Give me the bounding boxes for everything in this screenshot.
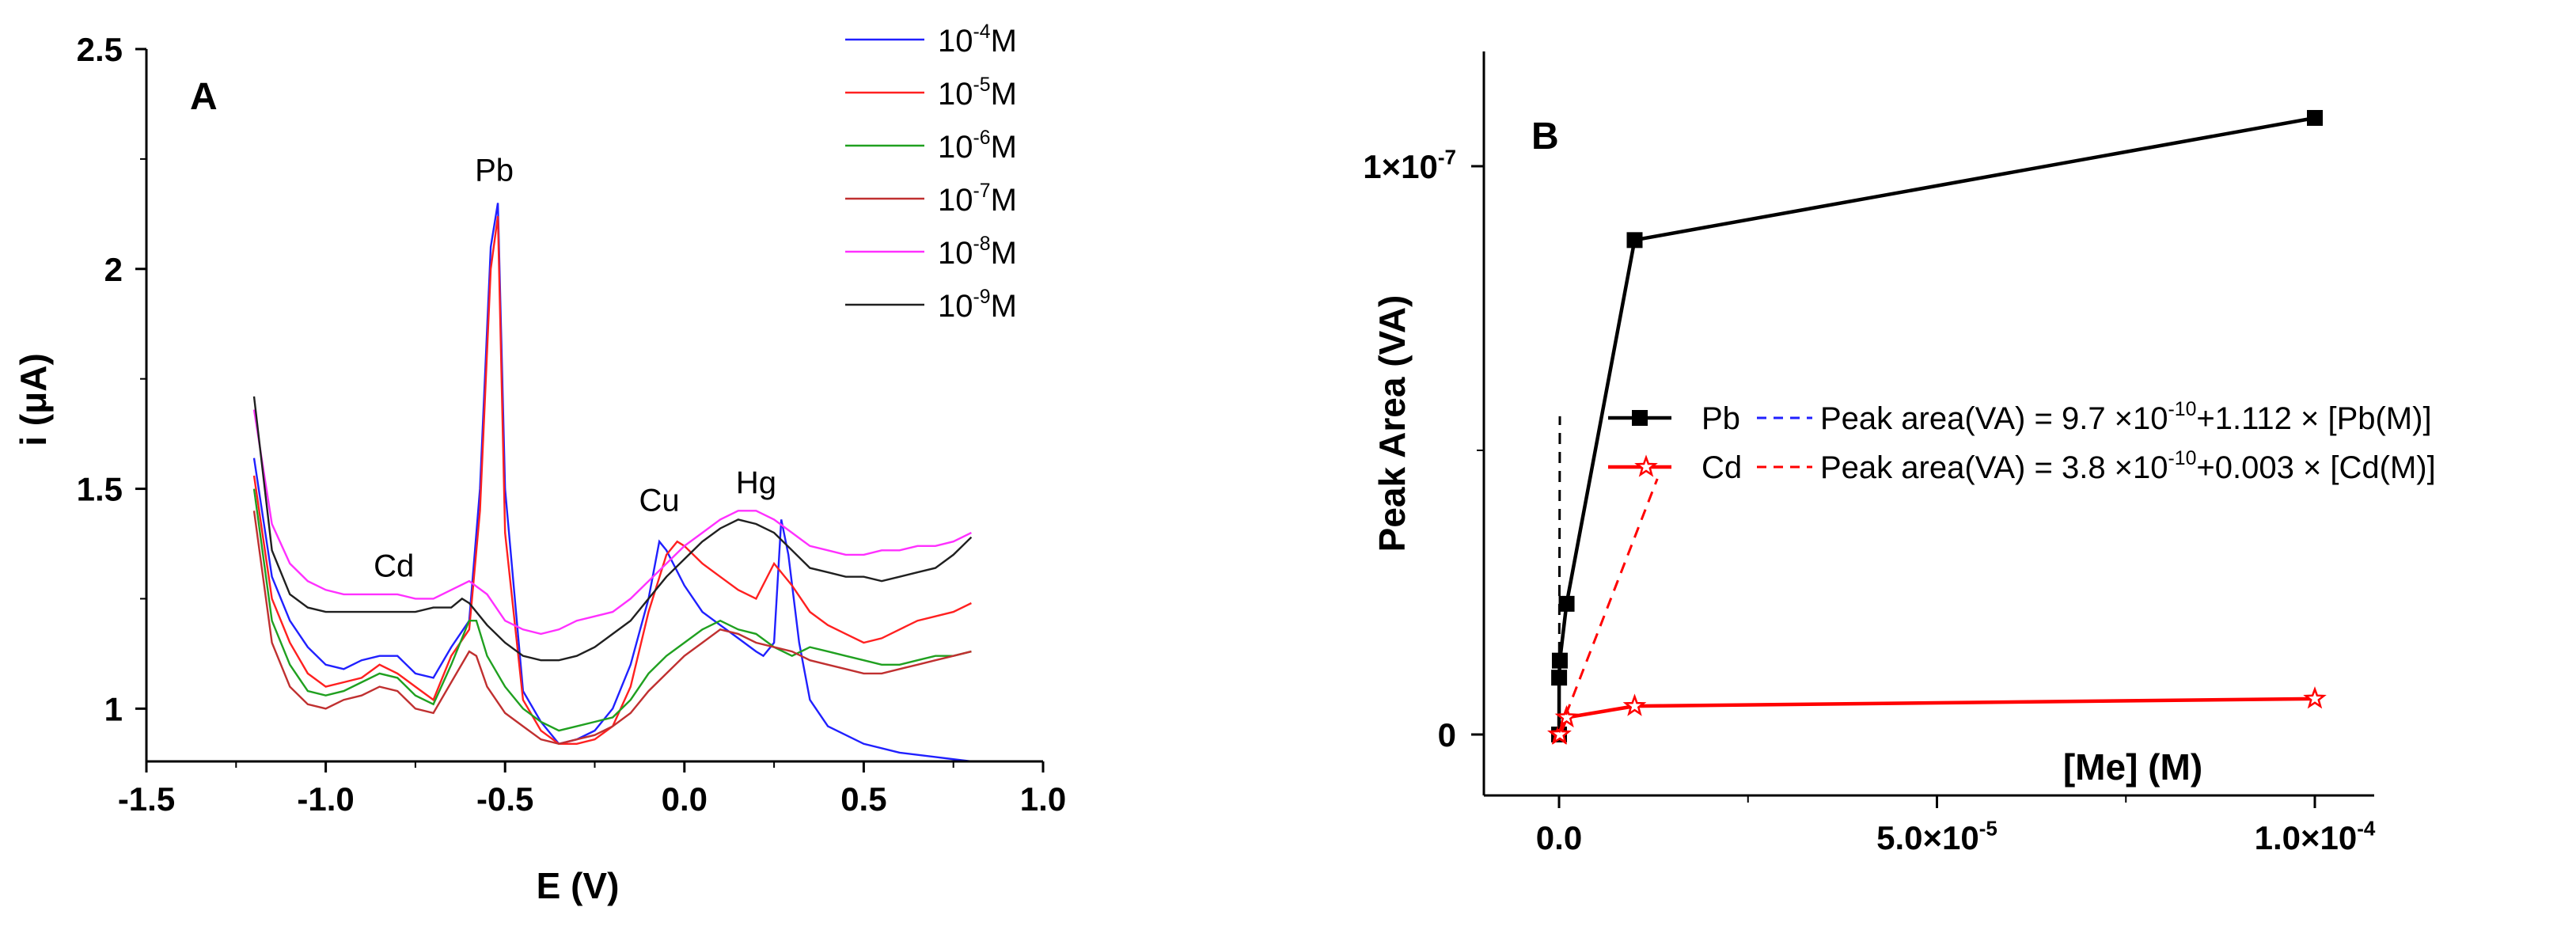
panel-a-x-tick-label: -1.5 (118, 780, 175, 818)
panel-b-legend-series-name: Pb (1702, 401, 1740, 436)
panel-a-y-tick-label: 1.5 (77, 471, 123, 508)
panel-a-legend-label: 10-9M (938, 287, 1017, 324)
panel-a-annotation-pb: Pb (475, 154, 514, 188)
panel-a-legend: 10-4M 10-5M 10-6M 10-7M 10-8M 10-9M (845, 21, 1017, 324)
panel-b-point-pb (1558, 595, 1575, 612)
panel-a-letter: A (190, 76, 218, 118)
panel-b-legend-fit-equation: Peak area(VA) = 3.8 ×10-10+0.003 × [Cd(M… (1820, 448, 2436, 485)
panel-a-x-label: E (V) (537, 865, 620, 906)
panel-a-legend-label: 10-4M (938, 21, 1017, 59)
panel-a-series-line-10-6M (252, 488, 972, 732)
panel-b-point-cd (2303, 686, 2327, 709)
panel-a-annotation-cd: Cd (374, 549, 414, 584)
panel-a-series-line-10-5M (252, 215, 972, 745)
panel-b-legend-marker (1634, 454, 1658, 477)
panel-b-legend-marker (1632, 410, 1648, 426)
panel-b-point-pb (1626, 232, 1643, 249)
panel-b-y-tick-label: 0 (1438, 716, 1456, 753)
panel-a-annotation-hg: Hg (736, 465, 776, 500)
panel-a-series-line-10-9M (252, 396, 973, 662)
panel-b-series-line-cd-fit (1557, 478, 1659, 733)
panel-a-legend-label: 10-7M (938, 180, 1017, 218)
panel-a-y-tick-label: 2 (104, 251, 123, 288)
panel-b-point-cd (1554, 704, 1579, 728)
panel-a-annotation-cu: Cu (639, 483, 680, 518)
panel-b-letter: B (1531, 116, 1559, 158)
panel-b-point-pb (2307, 109, 2323, 126)
panel-b-point-cd (1548, 722, 1572, 745)
panel-a-legend-label: 10-8M (938, 233, 1017, 271)
panel-b-point-pb (1551, 670, 1568, 686)
panel-a-x-tick-label: -1.0 (297, 780, 354, 818)
panel-a-legend-label: 10-6M (938, 127, 1017, 165)
panel-a-legend-label: 10-5M (938, 74, 1017, 112)
panel-b-series-line-cd (1557, 697, 2316, 737)
panel-b-legend-series-name: Cd (1702, 450, 1742, 485)
panel-b-legend: Pb Peak area(VA) = 9.7 ×10-10+1.112 × [Pb… (1608, 399, 2436, 485)
panel-a-series-line-10-7M (252, 511, 972, 746)
panel-b-y-label: Peak Area (VA) (1371, 295, 1413, 552)
panel-b-point-cd (1622, 693, 1647, 716)
panel-a-x-tick-label: -0.5 (476, 780, 533, 818)
panel-a-y-label: i (μA) (13, 353, 54, 446)
panel-a-series-line-10-4M (252, 203, 972, 763)
panel-a-y-tick-label: 2.5 (77, 31, 123, 68)
panel-b-x-tick-label: 1.0×10-4 (2255, 816, 2376, 856)
panel-b-series-line-pb-fit (1557, 416, 1561, 730)
panel-b-x-tick-label: 5.0×10-5 (1876, 816, 1997, 856)
panel-b-x-tick-label: 0.0 (1536, 819, 1582, 856)
panel-b-chart: B 0.0 5.0×10-5 1.0×10-4 0 1×10-7 [Me] (M) P… (1363, 51, 2436, 856)
panel-a-y-tick-label: 1 (104, 690, 123, 727)
panel-b-series (1547, 109, 2327, 745)
panel-a-chart: A -1.5 -1.0 -0.5 0.0 0.5 1.0 1 1.5 2 2.5 Pb Cd Cu H… (13, 21, 1066, 906)
panel-a-x-tick-label: 1.0 (1020, 780, 1066, 818)
panel-b-x-label: [Me] (M) (2063, 746, 2202, 788)
panel-b-y-tick-label: 1×10-7 (1363, 145, 1456, 185)
panel-a-x-tick-label: 0.5 (840, 780, 886, 818)
panel-b-legend-fit-equation: Peak area(VA) = 9.7 ×10-10+1.112 × [Pb(M… (1820, 399, 2432, 436)
panel-a-series-line-10-8M (252, 409, 972, 636)
panel-a-x-tick-label: 0.0 (662, 780, 708, 818)
panel-a-series (252, 203, 973, 763)
panel-b-point-pb (1551, 652, 1568, 669)
